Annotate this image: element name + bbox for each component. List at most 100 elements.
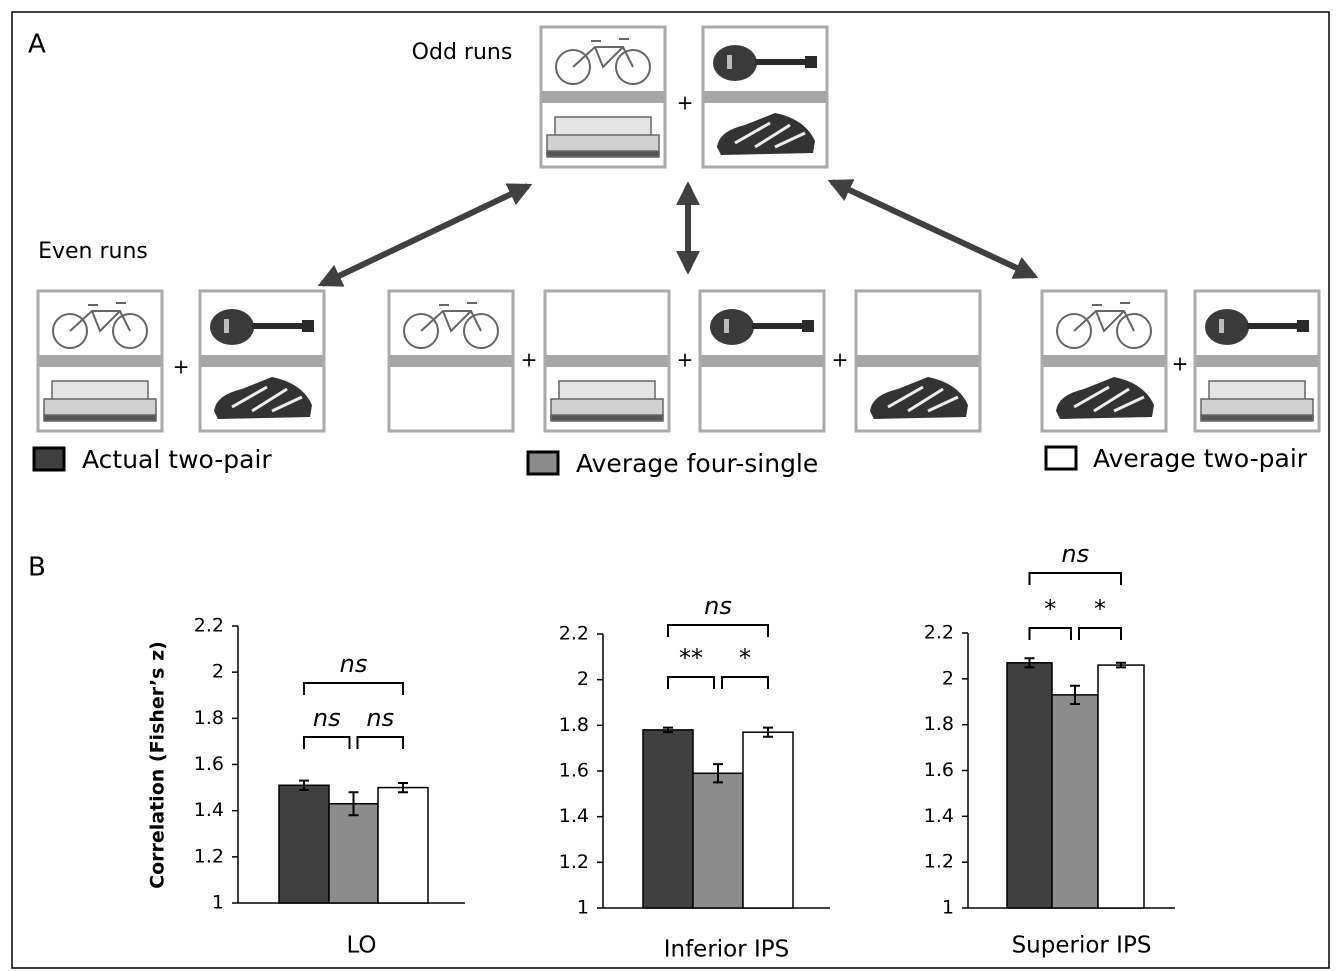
- head: [302, 320, 314, 332]
- neck: [755, 59, 805, 65]
- y-tick-label: 2: [942, 667, 954, 689]
- sofa-icon: [1201, 381, 1313, 421]
- significance-label: ns: [340, 650, 368, 678]
- y-axis-label: Correlation (Fisher’s z): [147, 641, 169, 889]
- bar: [743, 732, 793, 908]
- plus-sign: +: [173, 355, 190, 379]
- body: [713, 45, 757, 81]
- significance-bracket: [1079, 628, 1121, 640]
- bar: [1007, 663, 1052, 908]
- bar: [329, 804, 378, 903]
- sofa-icon: [547, 117, 659, 157]
- y-tick-label: 1.8: [924, 713, 954, 735]
- plus-sign: +: [1172, 352, 1189, 376]
- y-tick-label: 1.4: [559, 805, 589, 827]
- plus-sign: +: [521, 348, 538, 372]
- divider-band: [705, 91, 826, 103]
- significance-bracket: [668, 625, 768, 637]
- legend-swatch: [528, 452, 558, 474]
- head: [802, 320, 814, 332]
- base: [44, 415, 156, 421]
- sofa-icon: [44, 381, 156, 421]
- significance-bracket: [722, 677, 768, 689]
- head: [805, 56, 817, 68]
- legend-label: Actual two-pair: [82, 445, 272, 474]
- significance-bracket: [668, 677, 714, 689]
- even-runs-label: Even runs: [38, 239, 148, 264]
- plus-sign: +: [677, 91, 694, 115]
- sofa-icon: [551, 381, 663, 421]
- legend-swatch: [1046, 447, 1076, 469]
- odd-runs-label: Odd runs: [412, 40, 513, 65]
- x-axis-label: Inferior IPS: [664, 937, 790, 963]
- back: [559, 381, 655, 401]
- divider-band: [40, 355, 161, 367]
- significance-label: ns: [1061, 540, 1089, 568]
- bar: [1098, 665, 1144, 908]
- significance-label: *: [739, 644, 751, 672]
- base: [1201, 415, 1313, 421]
- bar: [378, 788, 428, 903]
- significance-label: *: [1094, 595, 1106, 623]
- bar: [693, 773, 743, 908]
- pickup: [1219, 319, 1224, 333]
- pickup: [724, 319, 729, 333]
- divider-band: [202, 355, 323, 367]
- y-tick-label: 1.6: [559, 760, 589, 782]
- significance-label: *: [1044, 595, 1056, 623]
- back: [555, 117, 651, 137]
- legend-swatch: [34, 448, 64, 470]
- figure: A Odd runs Even runs B Correlation (Fish…: [0, 0, 1338, 971]
- significance-label: **: [679, 644, 703, 672]
- arrow: [832, 182, 1034, 276]
- significance-bracket: [1030, 628, 1072, 640]
- body: [1205, 309, 1249, 345]
- back: [1209, 381, 1305, 401]
- y-tick-label: 2.2: [559, 623, 589, 645]
- y-tick-label: 1.4: [924, 805, 954, 827]
- y-tick-label: 1.2: [924, 851, 954, 873]
- x-axis-label: LO: [346, 933, 376, 959]
- y-tick-label: 1: [212, 892, 224, 914]
- divider-band: [1044, 355, 1165, 367]
- body: [210, 309, 254, 345]
- y-tick-label: 2: [212, 661, 224, 683]
- significance-bracket: [1030, 573, 1122, 585]
- arrows: [322, 182, 1034, 284]
- significance-label: ns: [313, 704, 341, 732]
- significance-label: ns: [704, 592, 732, 620]
- panel-label: B: [28, 553, 46, 583]
- significance-bracket: [358, 737, 404, 749]
- divider-band: [391, 355, 512, 367]
- panel-label: A: [28, 30, 46, 60]
- neck: [1247, 323, 1297, 329]
- body: [710, 309, 754, 345]
- pickup: [224, 319, 229, 333]
- divider-band: [547, 355, 668, 367]
- bar: [1052, 695, 1098, 908]
- neck: [752, 323, 802, 329]
- base: [547, 151, 659, 157]
- pickup: [727, 55, 732, 69]
- y-tick-label: 2: [577, 668, 589, 690]
- legend-label: Average two-pair: [1093, 444, 1308, 473]
- plus-sign: +: [832, 348, 849, 372]
- divider-band: [702, 355, 823, 367]
- neck: [252, 323, 302, 329]
- divider-band: [1197, 355, 1318, 367]
- divider-band: [543, 91, 664, 103]
- y-tick-label: 1.2: [194, 845, 224, 867]
- y-tick-label: 1.6: [194, 753, 224, 775]
- y-tick-label: 1.8: [559, 714, 589, 736]
- y-tick-label: 1: [942, 897, 954, 919]
- x-axis-label: Superior IPS: [1012, 933, 1152, 959]
- head: [1297, 320, 1309, 332]
- plus-sign: +: [677, 348, 694, 372]
- y-tick-label: 1.6: [924, 759, 954, 781]
- legend-label: Average four-single: [576, 449, 818, 478]
- y-tick-label: 1.8: [194, 707, 224, 729]
- y-tick-label: 2.2: [194, 615, 224, 637]
- y-tick-label: 1.4: [194, 799, 224, 821]
- bar: [643, 730, 693, 908]
- y-tick-label: 1.2: [559, 851, 589, 873]
